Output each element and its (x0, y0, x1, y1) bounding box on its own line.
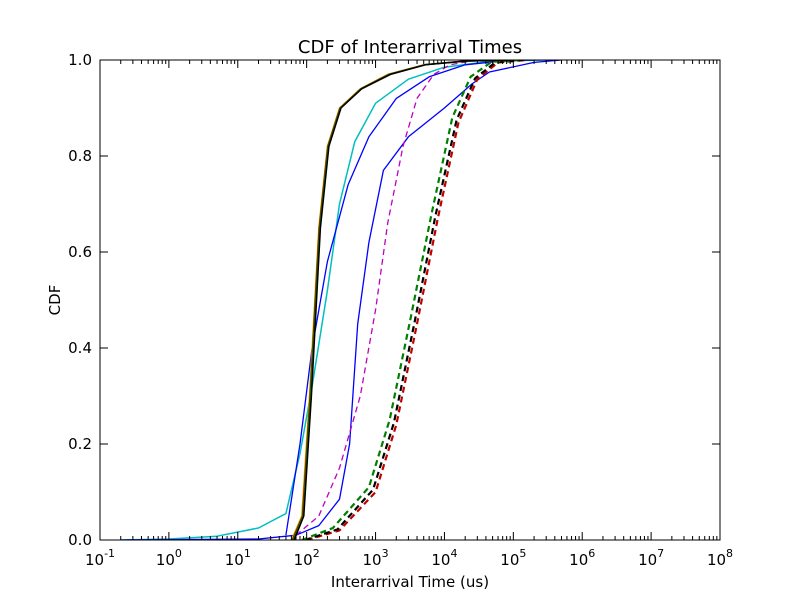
series-line-6 (304, 60, 524, 540)
y-tick-label: 0.8 (68, 147, 92, 165)
x-tick-label: 102 (294, 547, 320, 569)
series-line-2 (285, 60, 535, 536)
x-tick-label: 106 (569, 547, 595, 569)
x-tick-label: 108 (707, 547, 733, 569)
x-tick-label: 100 (156, 547, 182, 569)
y-tick-label: 0.6 (68, 243, 92, 261)
series-line-7 (301, 60, 519, 540)
y-tick-label: 0.2 (68, 435, 92, 453)
plot-frame (99, 59, 721, 541)
series-line-1 (120, 60, 547, 540)
y-tick-label: 0.4 (68, 339, 92, 357)
y-axis-label: CDF (46, 285, 64, 316)
y-tick-label: 0.0 (68, 531, 92, 549)
series-line-3 (120, 60, 562, 540)
x-tick-label: 104 (431, 547, 457, 569)
y-tick-label: 1.0 (68, 51, 92, 69)
x-tick-label: 105 (500, 547, 526, 569)
x-tick-label: 10-1 (85, 547, 115, 569)
x-tick-label: 103 (363, 547, 389, 569)
x-axis-label: Interarrival Time (us) (331, 573, 489, 591)
tick-layer: 10-1 100 101 102 103 104 105 106 107 108 0.0 0.2 0.4… (68, 51, 733, 569)
series-layer (120, 60, 562, 540)
x-tick-label: 101 (225, 547, 251, 569)
series-line-4 (295, 60, 478, 536)
x-tick-label: 107 (638, 547, 664, 569)
series-line-8 (290, 60, 514, 540)
chart-title: CDF of Interarrival Times (298, 37, 522, 58)
series-line-11 (293, 60, 514, 540)
series-line-5 (306, 60, 526, 540)
